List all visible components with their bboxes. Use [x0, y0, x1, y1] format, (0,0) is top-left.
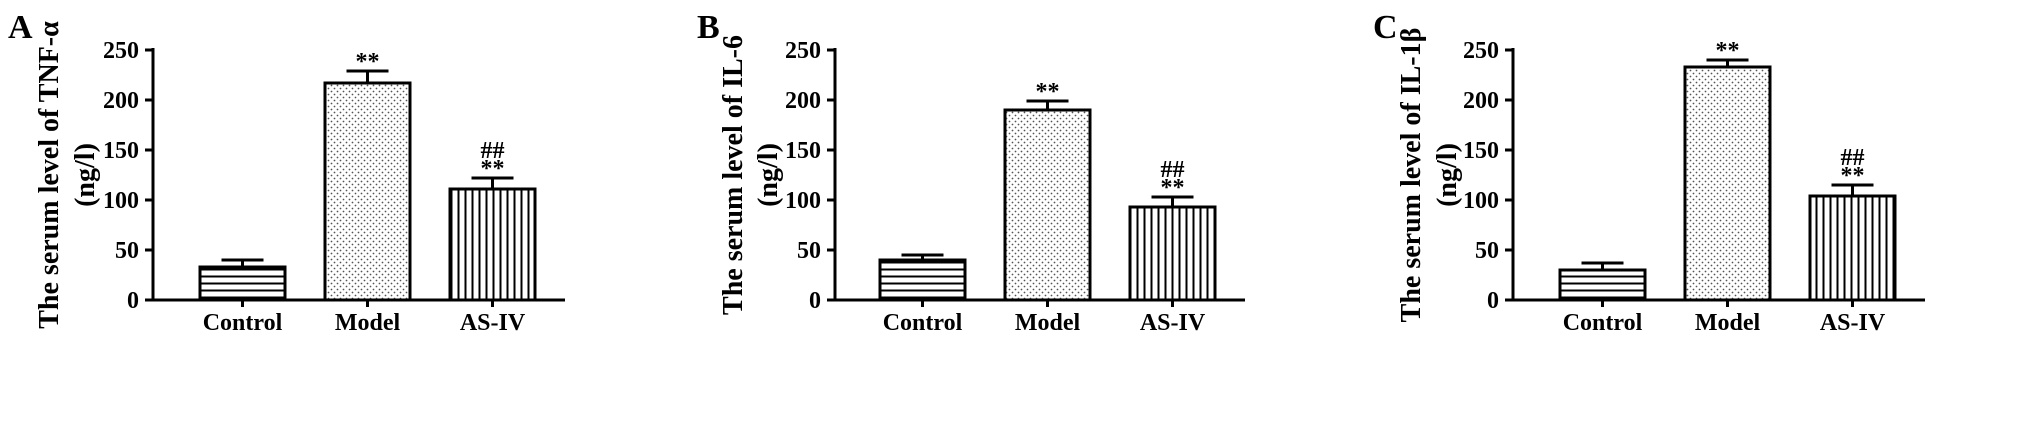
significance-stars: **: [1841, 163, 1865, 189]
y-tick-label: 50: [797, 238, 821, 264]
panel-letter: B: [697, 9, 720, 46]
significance-stars: **: [1036, 79, 1060, 105]
y-axis-title: (ng/l): [70, 143, 101, 207]
significance-hash: ##: [481, 138, 505, 164]
y-tick-label: 50: [115, 238, 139, 264]
x-tick-label: Control: [203, 310, 283, 336]
y-tick-label: 0: [809, 288, 821, 314]
significance-hash: ##: [1841, 145, 1865, 171]
y-axis-title: The serum level of TNF-α: [34, 21, 65, 329]
y-tick-label: 100: [785, 188, 821, 214]
bar-model: [1683, 65, 1772, 302]
x-tick-label: Control: [1563, 310, 1643, 336]
y-axis-title: The serum level of IL-6: [718, 35, 749, 315]
bar-as-iv: [1808, 194, 1897, 302]
bar-as-iv: [448, 187, 537, 302]
y-tick-label: 200: [1463, 88, 1499, 114]
significance-hash: ##: [1161, 157, 1185, 183]
x-tick-label: Model: [335, 310, 401, 336]
y-tick-label: 150: [103, 138, 139, 164]
panel-a: A The serum level of TNF-α (ng/l) 0 50 100 150…: [8, 9, 565, 336]
significance-stars: **: [1716, 38, 1740, 64]
panel-letter: A: [8, 9, 33, 46]
panel-letter: C: [1373, 9, 1398, 46]
significance-stars: **: [1161, 175, 1185, 201]
bar-model: [1003, 108, 1092, 302]
x-tick-label: Model: [1695, 310, 1761, 336]
bar-control: [878, 258, 967, 302]
significance-stars: **: [356, 49, 380, 75]
y-axis-title: (ng/l): [1432, 143, 1463, 207]
y-tick-label: 250: [785, 38, 821, 64]
x-tick-label: AS-IV: [1820, 310, 1886, 336]
x-tick-label: AS-IV: [460, 310, 526, 336]
significance-stars: **: [481, 156, 505, 182]
bar-control: [198, 265, 287, 302]
y-tick-label: 100: [1463, 188, 1499, 214]
y-axis-title: The serum level of IL-1β: [1396, 28, 1427, 323]
y-tick-label: 150: [1463, 138, 1499, 164]
y-tick-label: 0: [127, 288, 139, 314]
y-tick-label: 200: [103, 88, 139, 114]
y-tick-label: 0: [1487, 288, 1499, 314]
y-tick-label: 200: [785, 88, 821, 114]
x-tick-label: AS-IV: [1140, 310, 1206, 336]
y-axis-title: (ng/l): [753, 143, 784, 207]
bar-as-iv: [1128, 205, 1217, 302]
x-tick-label: Model: [1015, 310, 1081, 336]
y-tick-label: 250: [1463, 38, 1499, 64]
bar-model: [323, 81, 412, 302]
y-tick-label: 100: [103, 188, 139, 214]
y-tick-label: 250: [103, 38, 139, 64]
x-tick-label: Control: [883, 310, 963, 336]
bar-control: [1558, 268, 1647, 302]
y-tick-label: 50: [1475, 238, 1499, 264]
y-tick-label: 150: [785, 138, 821, 164]
